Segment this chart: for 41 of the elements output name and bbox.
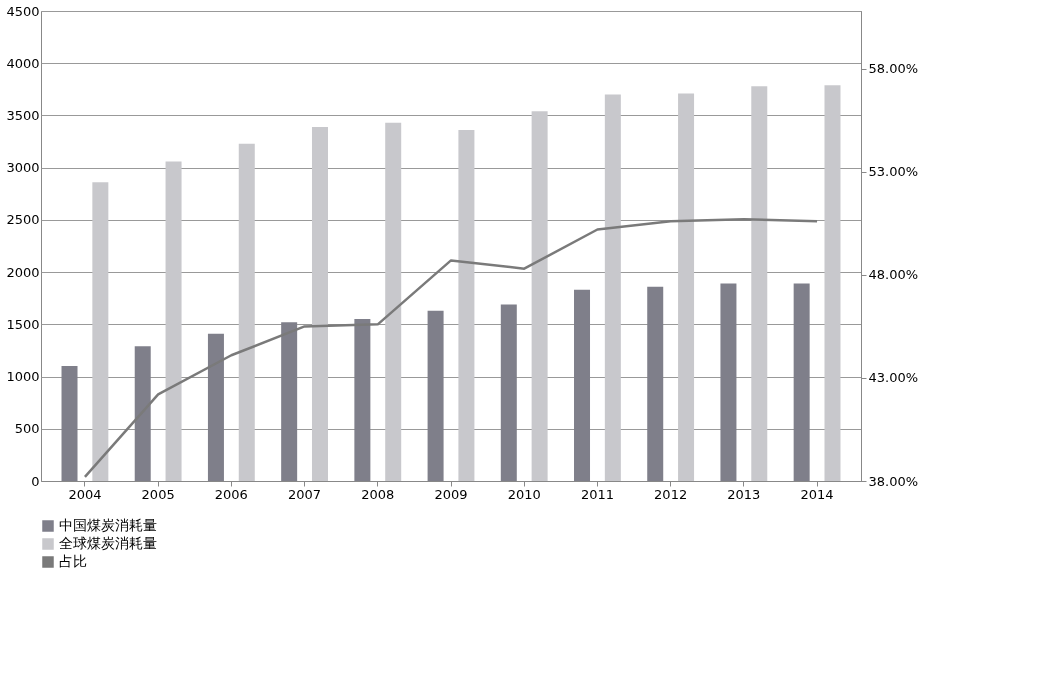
x-tick-label: 2008: [361, 486, 395, 502]
x-tick-label: 2007: [288, 486, 322, 502]
bar: [751, 86, 768, 481]
y-tick-label: 4000: [6, 55, 40, 71]
legend-label: 全球煤炭消耗量: [59, 535, 157, 551]
x-tick-label: 2006: [214, 486, 248, 502]
bar: [458, 130, 475, 481]
y-tick-label: 2000: [6, 264, 40, 280]
y2-tick-label: 48.00%: [868, 267, 919, 283]
y2-tick-label: 43.00%: [868, 370, 919, 386]
x-tick-label: 2011: [580, 486, 614, 502]
y2-tick-label: 58.00%: [868, 61, 919, 77]
x-tick-label: 2009: [434, 486, 468, 502]
x-tick-label: 2010: [507, 486, 541, 502]
y-tick-label: 1000: [6, 369, 40, 385]
x-tick-label: 2012: [654, 486, 688, 502]
y-tick-label: 2500: [6, 212, 40, 228]
bar: [165, 161, 182, 481]
y2-tick-label: 53.00%: [868, 164, 919, 180]
x-tick-label: 2013: [727, 486, 761, 502]
line-series: [83, 217, 819, 479]
x-tick-label: 2014: [800, 486, 834, 502]
bar: [385, 122, 402, 481]
bar: [238, 143, 255, 481]
y-tick-label: 0: [31, 473, 40, 489]
y-tick-label: 3000: [6, 160, 40, 176]
bar: [604, 94, 621, 481]
bar: [92, 182, 109, 481]
y-tick-label: 4500: [6, 3, 40, 19]
legend-label: 占比: [59, 553, 87, 569]
bar: [824, 85, 841, 481]
x-tick-label: 2004: [68, 486, 102, 502]
y-tick-label: 500: [14, 421, 40, 437]
bar: [678, 93, 695, 481]
bar: [311, 126, 328, 481]
y-tick-label: 3500: [6, 107, 40, 123]
bar: [531, 111, 548, 481]
legend-label: 中国煤炭消耗量: [59, 517, 157, 533]
x-tick-label: 2005: [141, 486, 175, 502]
y-tick-label: 1500: [6, 316, 40, 332]
y2-tick-label: 38.00%: [868, 473, 919, 489]
